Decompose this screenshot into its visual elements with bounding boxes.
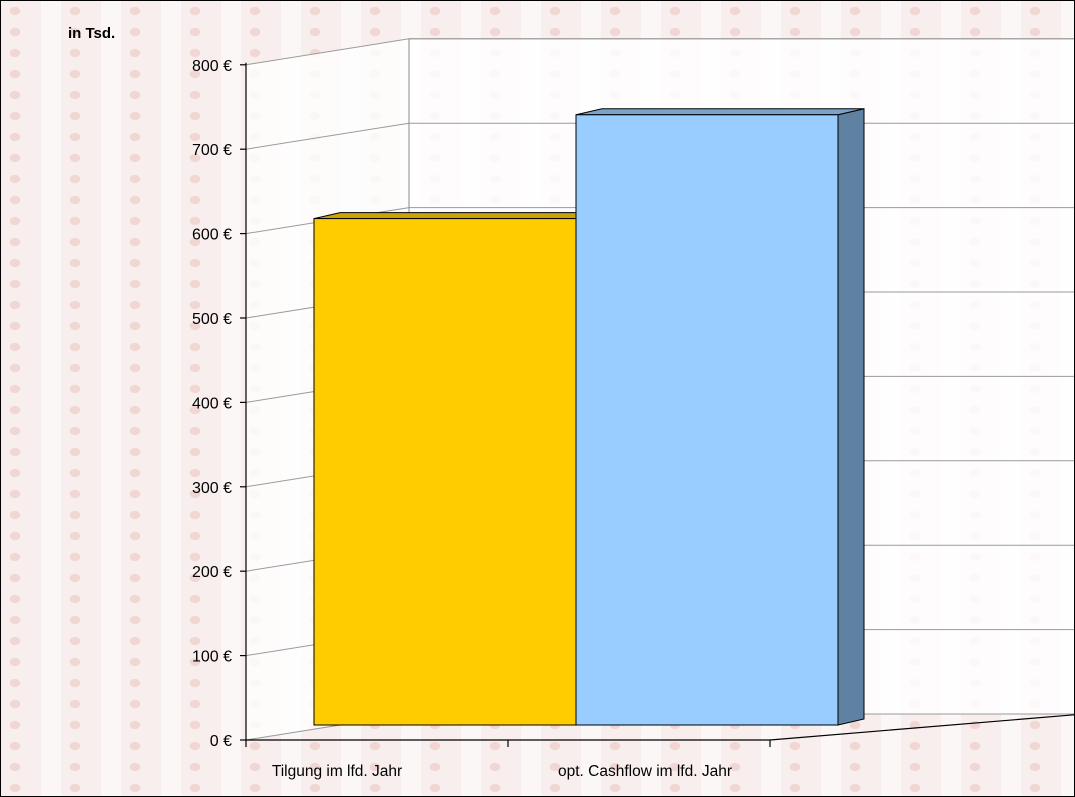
y-tick-label: 800 € bbox=[192, 58, 232, 75]
y-axis-ticks: 0 € 100 € 200 € 300 € 400 € 500 € 600 € 700 € 80… bbox=[192, 58, 246, 750]
bar-top bbox=[575, 108, 865, 116]
y-tick-label: 500 € bbox=[192, 311, 232, 328]
unit-label: in Tsd. bbox=[68, 25, 115, 42]
y-tick-label: 400 € bbox=[192, 395, 232, 412]
x-axis-labels: Tilgung im lfd. Jahr opt. Cashflow im lfd… bbox=[272, 763, 732, 780]
y-tick-label: 100 € bbox=[192, 649, 232, 666]
bar bbox=[575, 114, 839, 726]
y-tick-label: 0 € bbox=[210, 733, 232, 750]
y-tick-label: 600 € bbox=[192, 227, 232, 244]
x-category-label: opt. Cashflow im lfd. Jahr bbox=[558, 763, 732, 780]
y-tick-label: 200 € bbox=[192, 564, 232, 581]
y-tick-label: 300 € bbox=[192, 480, 232, 497]
bar-top bbox=[313, 212, 603, 220]
bars bbox=[313, 108, 865, 726]
bar-side bbox=[837, 108, 865, 726]
x-category-label: Tilgung im lfd. Jahr bbox=[272, 763, 402, 780]
bar bbox=[313, 218, 577, 726]
y-tick-label: 700 € bbox=[192, 142, 232, 159]
